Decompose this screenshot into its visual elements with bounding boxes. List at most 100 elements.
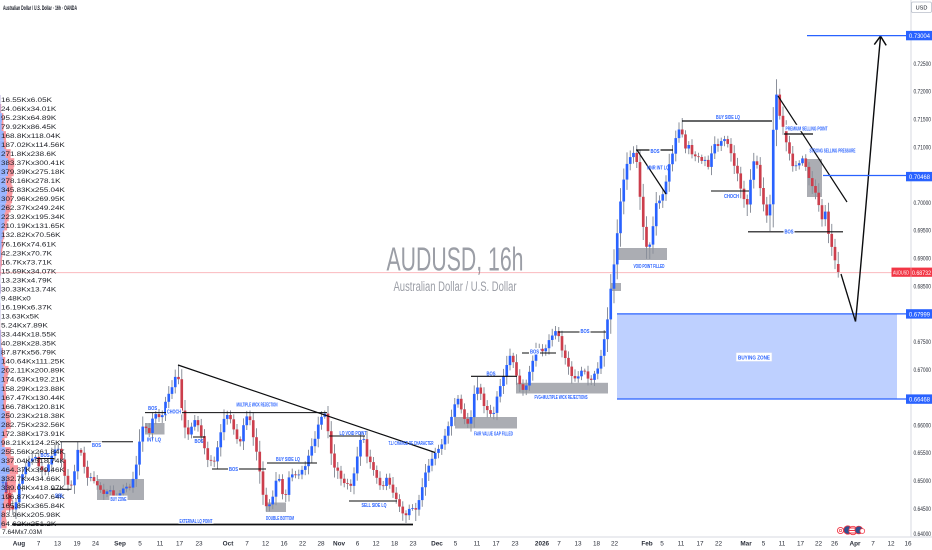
- svg-text:23: 23: [195, 541, 203, 548]
- svg-text:18: 18: [391, 541, 399, 548]
- svg-text:332.7Kx434.66K: 332.7Kx434.66K: [1, 476, 61, 483]
- svg-text:24: 24: [92, 541, 100, 548]
- svg-text:13.23Kx4.79K: 13.23Kx4.79K: [1, 277, 53, 284]
- svg-text:98.21Kx124.25K: 98.21Kx124.25K: [1, 440, 61, 447]
- svg-text:Feb: Feb: [641, 541, 652, 548]
- svg-text:0.67000: 0.67000: [914, 367, 932, 374]
- svg-text:0.64500: 0.64500: [914, 506, 932, 513]
- svg-text:7: 7: [37, 541, 41, 548]
- svg-text:196.87Kx407.64K: 196.87Kx407.64K: [1, 494, 66, 501]
- svg-text:278.16Kx278.1K: 278.16Kx278.1K: [1, 178, 61, 185]
- svg-text:5: 5: [454, 541, 458, 548]
- svg-text:STRONG SELLING PRESSURE: STRONG SELLING PRESSURE: [810, 148, 856, 154]
- svg-text:79.92Kx86.45K: 79.92Kx86.45K: [1, 124, 57, 131]
- svg-text:6: 6: [356, 541, 360, 548]
- svg-text:BOS: BOS: [581, 329, 590, 335]
- svg-text:0.70468: 0.70468: [909, 174, 931, 181]
- svg-text:INT LQ: INT LQ: [147, 438, 161, 444]
- svg-text:FVG+MULTIPLE WICK REJECTIONS: FVG+MULTIPLE WICK REJECTIONS: [535, 395, 588, 401]
- svg-text:USD: USD: [916, 5, 928, 11]
- svg-text:Mar: Mar: [740, 541, 752, 548]
- svg-text:Apr: Apr: [849, 541, 861, 548]
- svg-text:0.71000: 0.71000: [914, 144, 932, 151]
- svg-text:SELL SIDE LQ: SELL SIDE LQ: [362, 503, 387, 509]
- svg-text:Aug: Aug: [13, 541, 26, 548]
- svg-text:BOS: BOS: [530, 350, 539, 356]
- svg-text:168.8Kx118.04K: 168.8Kx118.04K: [1, 133, 61, 140]
- svg-text:16: 16: [280, 541, 288, 548]
- svg-text:5: 5: [660, 541, 664, 548]
- svg-text:16.55Kx6.05K: 16.55Kx6.05K: [1, 97, 53, 104]
- svg-text:379.39Kx275.18K: 379.39Kx275.18K: [1, 169, 66, 176]
- svg-text:0.64000: 0.64000: [914, 531, 932, 538]
- svg-text:Nov: Nov: [333, 541, 346, 548]
- svg-text:2026: 2026: [535, 541, 550, 548]
- svg-text:174.63Kx192.21K: 174.63Kx192.21K: [1, 377, 66, 384]
- svg-text:0.66000: 0.66000: [914, 422, 932, 429]
- svg-text:BOS: BOS: [229, 467, 238, 473]
- svg-text:12: 12: [262, 541, 270, 548]
- svg-text:13: 13: [54, 541, 62, 548]
- svg-text:11: 11: [779, 541, 786, 548]
- svg-text:17: 17: [696, 541, 704, 548]
- svg-text:0.66468: 0.66468: [909, 397, 931, 404]
- svg-text:7: 7: [871, 541, 875, 548]
- svg-text:BUY SIDE LQ: BUY SIDE LQ: [276, 457, 300, 463]
- svg-text:5.24Kx7.89K: 5.24Kx7.89K: [1, 323, 49, 330]
- svg-text:Sep: Sep: [114, 541, 126, 548]
- svg-text:339.04Kx418.97K: 339.04Kx418.97K: [1, 485, 66, 492]
- svg-text:LQ VOID POINT: LQ VOID POINT: [340, 431, 367, 437]
- svg-text:0.70000: 0.70000: [914, 200, 932, 207]
- svg-text:17: 17: [492, 541, 500, 548]
- svg-text:AUDUSD, 16h: AUDUSD, 16h: [387, 242, 524, 279]
- svg-text:250.23Kx218.38K: 250.23Kx218.38K: [1, 413, 66, 420]
- svg-text:CHOCH: CHOCH: [724, 194, 739, 200]
- svg-text:EXTERNAL LQ POINT: EXTERNAL LQ POINT: [180, 519, 213, 525]
- svg-text:132.82Kx70.56K: 132.82Kx70.56K: [1, 232, 61, 239]
- svg-text:0.71500: 0.71500: [914, 117, 932, 124]
- svg-text:83.96Kx205.98K: 83.96Kx205.98K: [1, 512, 61, 519]
- svg-text:13: 13: [574, 541, 582, 548]
- svg-text:Dec: Dec: [431, 541, 443, 548]
- svg-text:9.48Kx0: 9.48Kx0: [1, 296, 31, 303]
- svg-text:87.87Kx56.79K: 87.87Kx56.79K: [1, 350, 57, 357]
- svg-text:18: 18: [593, 541, 601, 548]
- svg-text:17: 17: [176, 541, 184, 548]
- svg-text:FAIR VALUE GAP FILLED: FAIR VALUE GAP FILLED: [474, 431, 513, 437]
- svg-text:11: 11: [157, 541, 164, 548]
- svg-text:165.85Kx365.84K: 165.85Kx365.84K: [1, 503, 66, 510]
- svg-text:BOS: BOS: [148, 406, 157, 412]
- svg-text:VOID POINT FILLED: VOID POINT FILLED: [634, 264, 665, 270]
- svg-text:24.06Kx34.01K: 24.06Kx34.01K: [1, 106, 57, 113]
- svg-text:13.63Kx5K: 13.63Kx5K: [1, 314, 40, 321]
- svg-text:23: 23: [511, 541, 519, 548]
- svg-text:42.23Kx70.7K: 42.23Kx70.7K: [1, 250, 53, 257]
- svg-text:337.04Kx318.74K: 337.04Kx318.74K: [1, 458, 66, 465]
- svg-text:0.68732: 0.68732: [912, 270, 931, 277]
- svg-text:158.29Kx123.88K: 158.29Kx123.88K: [1, 386, 66, 393]
- svg-text:BOS: BOS: [195, 439, 204, 445]
- svg-text:0.65500: 0.65500: [914, 450, 932, 457]
- svg-text:PREMIUM SELLING POINT: PREMIUM SELLING POINT: [786, 126, 828, 132]
- svg-text:BUYING ZONE: BUYING ZONE: [738, 355, 770, 361]
- svg-text:345.83Kx255.04K: 345.83Kx255.04K: [1, 187, 66, 194]
- svg-text:BUY SIDE LQ: BUY SIDE LQ: [716, 115, 740, 121]
- svg-text:5: 5: [762, 541, 766, 548]
- svg-text:0.69000: 0.69000: [914, 256, 932, 263]
- svg-text:22: 22: [815, 541, 823, 548]
- svg-text:15.69Kx34.07K: 15.69Kx34.07K: [1, 268, 57, 275]
- svg-text:Australian Dollar / U.S. Dolla: Australian Dollar / U.S. Dollar · 16h · …: [3, 5, 77, 12]
- svg-text:BOS: BOS: [785, 229, 794, 235]
- svg-text:271.8Kx238.6K: 271.8Kx238.6K: [1, 151, 57, 158]
- svg-text:BOS: BOS: [92, 443, 101, 449]
- svg-text:0.72500: 0.72500: [914, 61, 932, 68]
- svg-text:172.38Kx173.91K: 172.38Kx173.91K: [1, 431, 66, 438]
- svg-text:0.72000: 0.72000: [914, 89, 932, 96]
- svg-text:167.47Kx130.44K: 167.47Kx130.44K: [1, 395, 66, 402]
- svg-text:AUDUSD: AUDUSD: [893, 271, 909, 277]
- svg-text:202.11Kx200.89K: 202.11Kx200.89K: [1, 368, 66, 375]
- svg-text:210.19Kx131.65K: 210.19Kx131.65K: [1, 223, 66, 230]
- svg-text:BOS: BOS: [41, 453, 50, 459]
- svg-text:223.92Kx195.34K: 223.92Kx195.34K: [1, 214, 66, 221]
- svg-text:BOS: BOS: [651, 149, 660, 155]
